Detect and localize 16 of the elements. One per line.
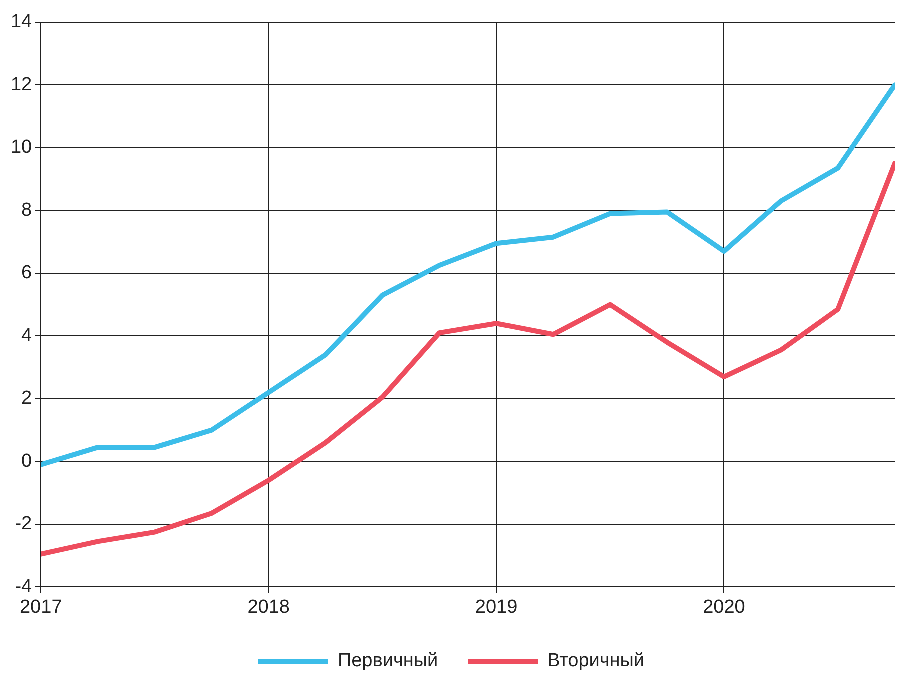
y-tick-label: 4 bbox=[22, 325, 33, 346]
x-tick-label: 2018 bbox=[248, 596, 290, 618]
y-tick-label: -2 bbox=[15, 514, 32, 535]
y-tick-label: 12 bbox=[10, 74, 32, 96]
legend-label: Вторичный bbox=[548, 650, 645, 672]
y-tick-label: -4 bbox=[15, 576, 33, 598]
x-tick-label: 2017 bbox=[20, 596, 62, 618]
x-tick-label: 2020 bbox=[703, 596, 746, 618]
y-tick-label: 6 bbox=[22, 262, 32, 284]
y-tick-label: 14 bbox=[10, 12, 33, 33]
y-tick-label: 8 bbox=[22, 200, 32, 221]
y-tick-label: 0 bbox=[22, 450, 32, 472]
x-tick-label: 2019 bbox=[475, 596, 518, 618]
y-tick-label: 2 bbox=[22, 388, 32, 410]
legend-label: Первичный bbox=[338, 650, 438, 672]
y-tick-label: 10 bbox=[10, 137, 32, 158]
